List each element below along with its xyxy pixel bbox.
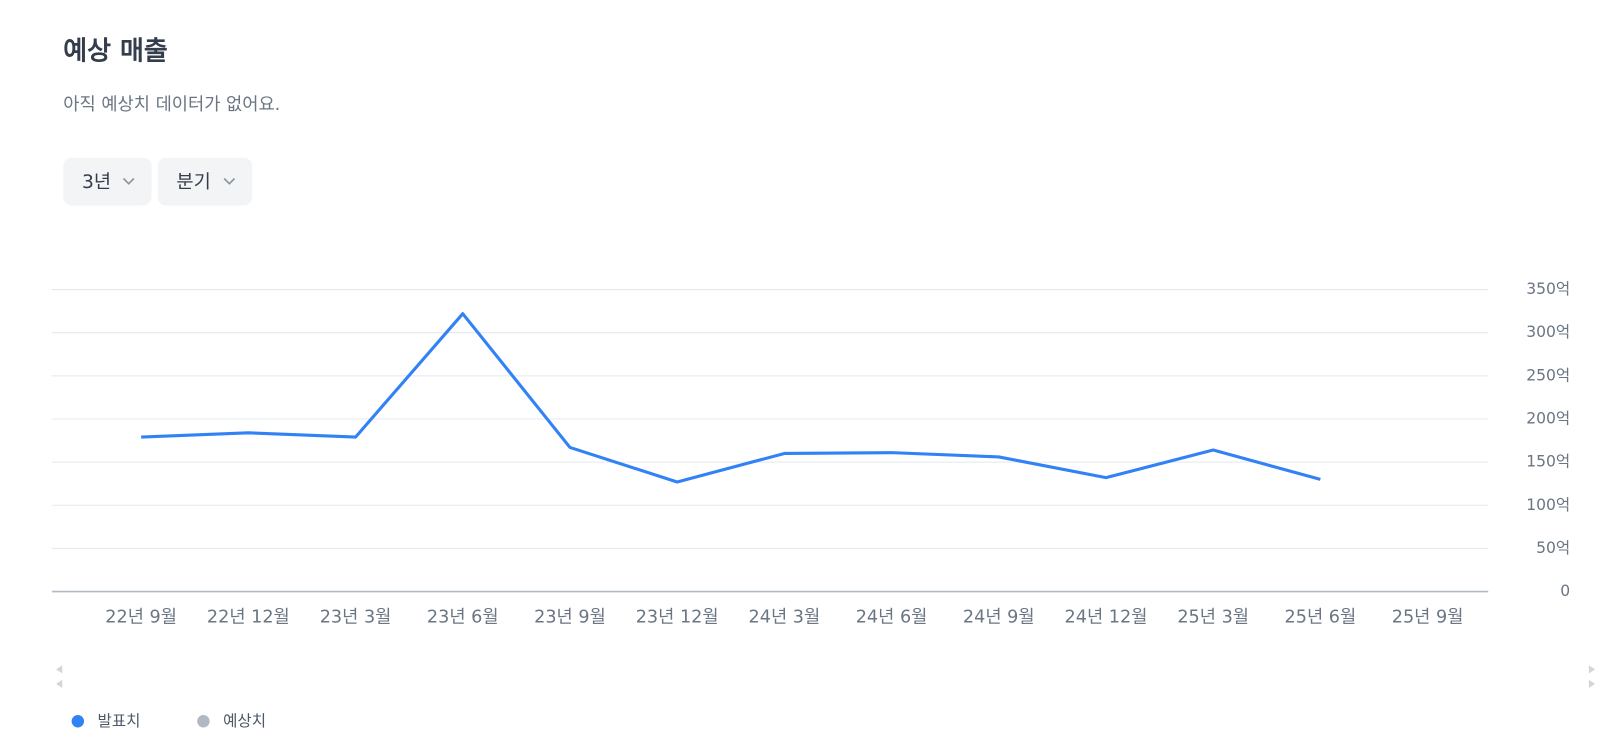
x-tick-label: 23년 12월 (636, 606, 719, 627)
y-tick-label: 300억 (1526, 323, 1570, 341)
subtitle: 아직 예상치 데이터가 없어요. (63, 94, 280, 115)
button-bg (63, 157, 152, 206)
legend-label: 예상치 (223, 712, 266, 730)
button-bg (157, 157, 253, 206)
x-tick-label: 23년 3월 (320, 606, 392, 627)
y-tick-label: 350억 (1526, 280, 1570, 298)
legend-marker (197, 715, 210, 728)
chevron (223, 177, 236, 185)
y-tick-label: 50억 (1536, 539, 1570, 557)
series-line (141, 312, 1321, 484)
interval-button[interactable]: 분기 (157, 157, 253, 206)
x-tick-label: 24년 9월 (963, 606, 1035, 627)
x-tick-label: 24년 6월 (856, 606, 928, 627)
legend-label: 발표치 (98, 712, 141, 730)
x-tick-label: 24년 12월 (1065, 606, 1148, 627)
y-tick-label: 100억 (1526, 496, 1570, 514)
scroll-left[interactable] (56, 665, 63, 689)
button-label: 3년 (82, 172, 111, 193)
arrow (1588, 665, 1596, 689)
chart: 0 50억 100억 150억 200억 250억 300억 350억 22년 9월 22년 12… (51, 280, 1570, 730)
arrow (56, 665, 63, 689)
y-tick-label: 150억 (1526, 453, 1570, 471)
y-tick-label: 200억 (1526, 409, 1570, 427)
button-label: 분기 (176, 172, 210, 193)
x-tick-label: 22년 12월 (207, 606, 290, 627)
x-tick-label: 22년 9월 (105, 606, 177, 627)
y-tick-label: 250억 (1526, 366, 1570, 384)
y-tick-label: 0 (1560, 582, 1570, 600)
chevron (122, 177, 135, 185)
x-tick-label: 24년 3월 (749, 606, 821, 627)
legend-marker (71, 715, 85, 728)
x-tick-label: 25년 6월 (1285, 606, 1357, 627)
x-tick-label: 25년 3월 (1177, 606, 1249, 627)
x-tick-label: 25년 9월 (1392, 606, 1464, 627)
x-tick-label: 23년 6월 (427, 606, 499, 627)
period-button[interactable]: 3년 (63, 157, 152, 206)
x-tick-label: 23년 9월 (534, 606, 606, 627)
title: 예상 매출 (63, 36, 167, 66)
scroll-right[interactable] (1588, 665, 1596, 689)
